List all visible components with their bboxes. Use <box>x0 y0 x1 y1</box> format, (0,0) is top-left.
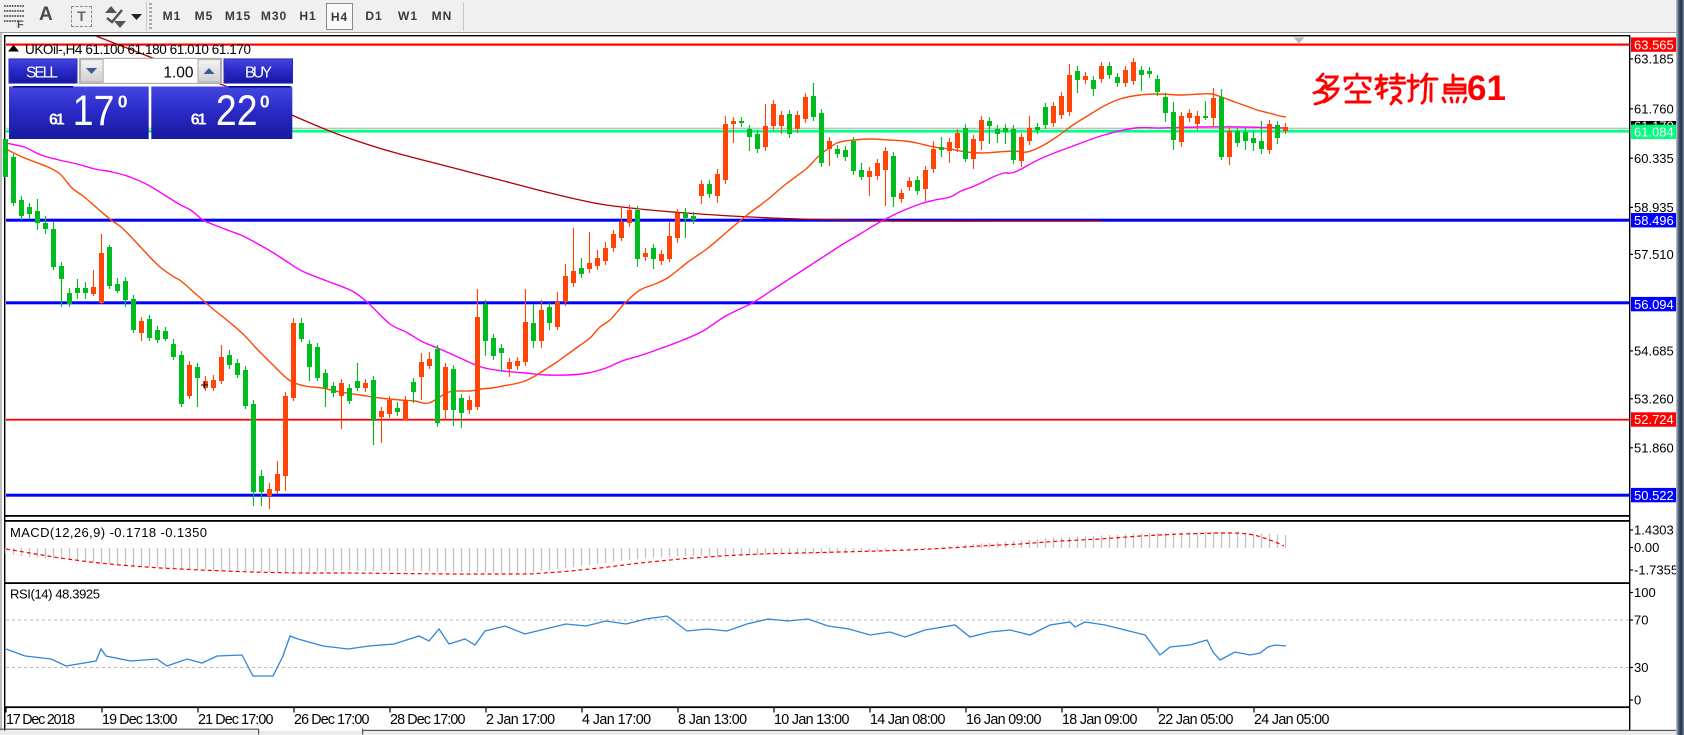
svg-text:4 Jan 17:00: 4 Jan 17:00 <box>582 712 651 728</box>
svg-text:26 Dec 17:00: 26 Dec 17:00 <box>294 712 369 728</box>
svg-text:RSI(14) 48.3925: RSI(14) 48.3925 <box>10 587 100 602</box>
svg-text:UKOil-,H4 61.100 61.180 61.01: UKOil-,H4 61.100 61.180 61.010 61.170 <box>25 42 251 57</box>
svg-text:24 Jan 05:00: 24 Jan 05:00 <box>1254 712 1329 728</box>
svg-text:51.860: 51.860 <box>1634 441 1674 456</box>
svg-text:57.510: 57.510 <box>1634 247 1674 262</box>
svg-text:MACD(12,26,9) -0.1718 -0.1350: MACD(12,26,9) -0.1718 -0.1350 <box>10 525 207 540</box>
svg-text:18 Jan 09:00: 18 Jan 09:00 <box>1062 712 1137 728</box>
svg-text:54.685: 54.685 <box>1634 344 1674 359</box>
svg-text:60.335: 60.335 <box>1634 151 1674 166</box>
svg-text:70: 70 <box>1634 613 1648 628</box>
svg-text:22 Jan 05:00: 22 Jan 05:00 <box>1158 712 1233 728</box>
svg-text:58.496: 58.496 <box>1634 213 1674 228</box>
svg-text:50.522: 50.522 <box>1634 488 1674 503</box>
svg-text:14 Jan 08:00: 14 Jan 08:00 <box>870 712 945 728</box>
svg-text:0: 0 <box>118 92 128 112</box>
svg-text:17: 17 <box>73 88 115 135</box>
svg-text:21 Dec 17:00: 21 Dec 17:00 <box>198 712 273 728</box>
svg-text:17 Dec 2018: 17 Dec 2018 <box>6 712 75 728</box>
svg-text:-1.7355: -1.7355 <box>1634 563 1678 578</box>
svg-text:28 Dec 17:00: 28 Dec 17:00 <box>390 712 465 728</box>
svg-text:63.565: 63.565 <box>1634 37 1674 52</box>
svg-text:10 Jan 13:00: 10 Jan 13:00 <box>774 712 849 728</box>
svg-text:BUY: BUY <box>245 64 272 81</box>
svg-text:F: F <box>17 19 24 31</box>
svg-text:1.4303: 1.4303 <box>1634 523 1674 538</box>
svg-text:30: 30 <box>1634 660 1648 675</box>
svg-text:22: 22 <box>216 88 258 135</box>
svg-text:0: 0 <box>260 92 270 112</box>
svg-text:56.094: 56.094 <box>1634 297 1674 312</box>
svg-text:SELL: SELL <box>26 64 58 81</box>
svg-text:61.084: 61.084 <box>1634 125 1674 140</box>
svg-text:61.760: 61.760 <box>1634 102 1674 117</box>
svg-text:53.260: 53.260 <box>1634 392 1674 407</box>
svg-text:2 Jan 17:00: 2 Jan 17:00 <box>486 712 555 728</box>
svg-text:100: 100 <box>1634 585 1656 600</box>
svg-text:58.935: 58.935 <box>1634 200 1674 215</box>
svg-text:61: 61 <box>191 111 207 128</box>
svg-text:19 Dec 13:00: 19 Dec 13:00 <box>102 712 177 728</box>
svg-text:63.185: 63.185 <box>1634 52 1674 67</box>
svg-text:8 Jan 13:00: 8 Jan 13:00 <box>678 712 747 728</box>
svg-text:0: 0 <box>1634 693 1641 708</box>
svg-text:52.724: 52.724 <box>1634 412 1674 427</box>
svg-text:61: 61 <box>49 111 65 128</box>
svg-text:0.00: 0.00 <box>1634 540 1659 555</box>
svg-text:1.00: 1.00 <box>163 64 194 81</box>
svg-text:61: 61 <box>1467 69 1506 108</box>
svg-text:16 Jan 09:00: 16 Jan 09:00 <box>966 712 1041 728</box>
